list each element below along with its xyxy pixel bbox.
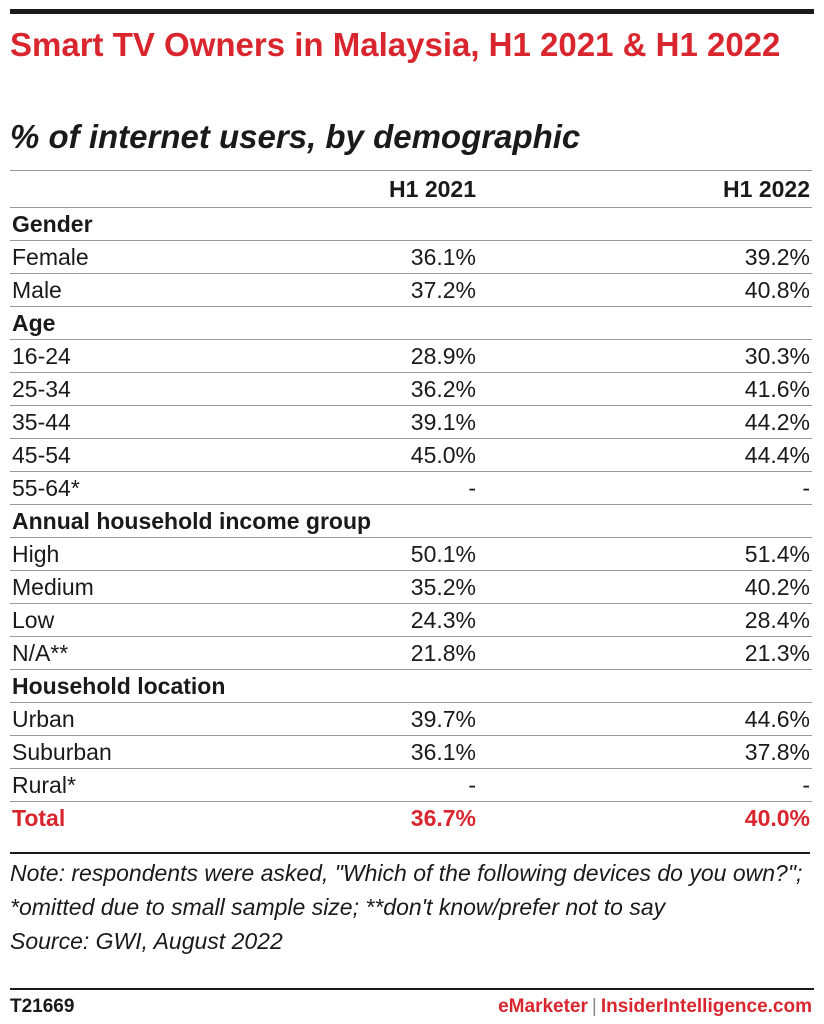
row-label: Low [12, 607, 55, 633]
column-header-h1-2022: H1 2022 [723, 176, 810, 202]
note-text: Note: respondents were asked, "Which of … [10, 860, 803, 920]
cell-h1-2021: 39.1% [410, 409, 476, 435]
section-row: Gender [10, 208, 812, 241]
notes-block: Note: respondents were asked, "Which of … [10, 852, 810, 958]
table-header-row: H1 2021 H1 2022 [10, 171, 812, 208]
cell-h1-2021: 37.2% [410, 277, 476, 303]
table-row: 45-54 45.0% 44.4% [10, 439, 812, 472]
table-row: 16-24 28.9% 30.3% [10, 340, 812, 373]
section-label: Household location [12, 673, 226, 699]
brand-emarketer: eMarketer [498, 996, 588, 1017]
cell-h1-2021: 39.7% [410, 706, 476, 732]
cell-h1-2022: - [802, 772, 810, 798]
cell-h1-2021: 36.1% [410, 739, 476, 765]
cell-h1-2021: - [468, 772, 476, 798]
table-row: 55-64* - - [10, 472, 812, 505]
section-label: Annual household income group [12, 508, 372, 534]
cell-h1-2022: 28.4% [744, 607, 810, 633]
cell-h1-2022: 30.3% [744, 343, 810, 369]
row-label: Male [12, 277, 62, 303]
table-row: High 50.1% 51.4% [10, 538, 812, 571]
row-label: 55-64* [12, 475, 80, 501]
row-label: Female [12, 244, 89, 270]
table-row: Female 36.1% 39.2% [10, 241, 812, 274]
cell-h1-2022: 44.6% [744, 706, 810, 732]
total-row: Total 36.7% 40.0% [10, 802, 812, 835]
source-text: Source: GWI, August 2022 [10, 928, 283, 954]
cell-h1-2021: 21.8% [410, 640, 476, 666]
row-label: 45-54 [12, 442, 71, 468]
row-label: Rural* [12, 772, 76, 798]
cell-h1-2022: 37.8% [744, 739, 810, 765]
row-label: 25-34 [12, 376, 71, 402]
table-row: Suburban 36.1% 37.8% [10, 736, 812, 769]
cell-h1-2022: 44.2% [744, 409, 810, 435]
row-label: N/A** [12, 640, 69, 666]
cell-h1-2022: 40.0% [744, 805, 810, 831]
cell-h1-2021: 50.1% [410, 541, 476, 567]
cell-h1-2022: 21.3% [744, 640, 810, 666]
section-label: Age [12, 310, 56, 336]
row-label: Medium [12, 574, 94, 600]
cell-h1-2022: 51.4% [744, 541, 810, 567]
brand-insider-intelligence: InsiderIntelligence.com [600, 996, 812, 1017]
brand-credit: eMarketer | InsiderIntelligence.com [498, 996, 812, 1018]
column-header-h1-2021: H1 2021 [389, 176, 476, 202]
table-row: 35-44 39.1% 44.2% [10, 406, 812, 439]
cell-h1-2022: 39.2% [744, 244, 810, 270]
chart-title: Smart TV Owners in Malaysia, H1 2021 & H… [10, 26, 781, 63]
cell-h1-2021: 36.7% [410, 805, 476, 831]
table-row: Urban 39.7% 44.6% [10, 703, 812, 736]
row-label: 16-24 [12, 343, 71, 369]
table-row: 25-34 36.2% 41.6% [10, 373, 812, 406]
cell-h1-2021: - [468, 475, 476, 501]
chart-subtitle: % of internet users, by demographic [10, 118, 581, 155]
section-label: Gender [12, 211, 93, 237]
brand-separator: | [591, 996, 597, 1017]
cell-h1-2021: 28.9% [410, 343, 476, 369]
cell-h1-2021: 35.2% [410, 574, 476, 600]
section-row: Age [10, 307, 812, 340]
row-label: Total [12, 805, 66, 831]
cell-h1-2022: 41.6% [744, 376, 810, 402]
table-row: Male 37.2% 40.8% [10, 274, 812, 307]
table-body: Gender Female 36.1% 39.2% Male 37.2% 40.8% Age 1… [10, 208, 812, 835]
section-row: Household location [10, 670, 812, 703]
cell-h1-2021: 36.2% [410, 376, 476, 402]
section-row: Annual household income group [10, 505, 812, 538]
table-row: Medium 35.2% 40.2% [10, 571, 812, 604]
table-row: Low 24.3% 28.4% [10, 604, 812, 637]
row-label: Urban [12, 706, 75, 732]
cell-h1-2022: 40.2% [744, 574, 810, 600]
top-rule [10, 9, 814, 14]
cell-h1-2021: 45.0% [410, 442, 476, 468]
chart-id: T21669 [10, 996, 75, 1017]
cell-h1-2022: 44.4% [744, 442, 810, 468]
data-table: H1 2021 H1 2022 Gender Female 36.1% 39.2% Ma… [10, 170, 812, 835]
cell-h1-2021: 36.1% [410, 244, 476, 270]
table-row: Rural* - - [10, 769, 812, 802]
cell-h1-2022: 40.8% [744, 277, 810, 303]
table-row: N/A** 21.8% 21.3% [10, 637, 812, 670]
row-label: High [12, 541, 60, 567]
row-label: 35-44 [12, 409, 71, 435]
cell-h1-2022: - [802, 475, 810, 501]
cell-h1-2021: 24.3% [410, 607, 476, 633]
footer-rule [10, 988, 814, 990]
row-label: Suburban [12, 739, 112, 765]
